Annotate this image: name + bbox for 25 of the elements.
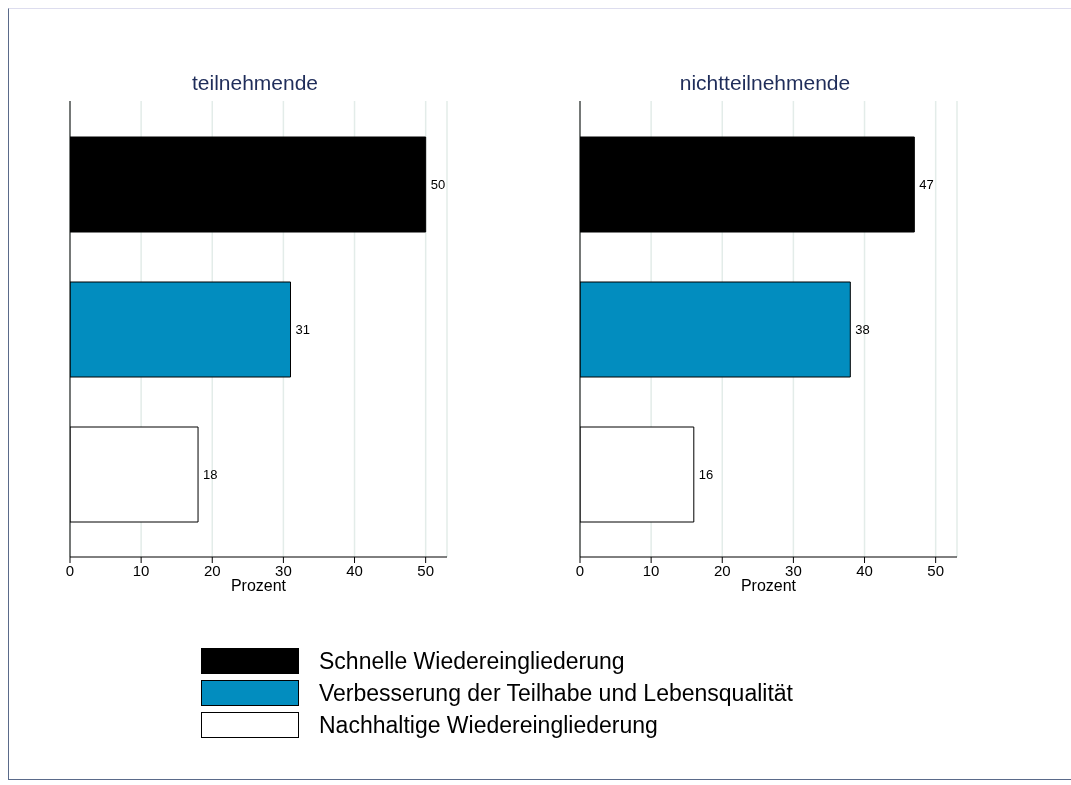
x-tick-label: 20: [713, 561, 731, 579]
x-tick-label: 30: [275, 561, 292, 579]
x-tick-label: 0: [65, 561, 75, 579]
x-axis-title: Prozent: [739, 577, 798, 595]
x-tick-label: 20: [203, 561, 221, 579]
data-label: 50: [430, 177, 446, 193]
data-label: 18: [203, 467, 218, 483]
x-tick-label: 10: [132, 561, 150, 579]
x-axis-title: Prozent: [229, 577, 288, 595]
x-tick-label: 10: [642, 561, 660, 579]
x-tick-label: 0: [575, 561, 585, 579]
legend-label: Verbesserung der Teilhabe und Lebensqualität: [319, 679, 793, 707]
chart-title: teilnehmende: [190, 71, 320, 95]
legend-label: Nachhaltige Wiedereingliederung: [319, 711, 658, 739]
data-label: 16: [698, 467, 714, 483]
x-tick-label: 50: [927, 561, 944, 579]
x-tick-label: 30: [785, 561, 802, 579]
chart-title: nichtteilnehmende: [678, 71, 852, 95]
data-label: 31: [295, 322, 310, 338]
x-tick-label: 40: [856, 561, 873, 579]
legend-label: Schnelle Wiedereingliederung: [319, 647, 625, 675]
x-tick-label: 50: [417, 561, 434, 579]
data-label: 38: [855, 322, 870, 338]
x-tick-label: 40: [346, 561, 363, 579]
data-label: 47: [919, 177, 934, 193]
